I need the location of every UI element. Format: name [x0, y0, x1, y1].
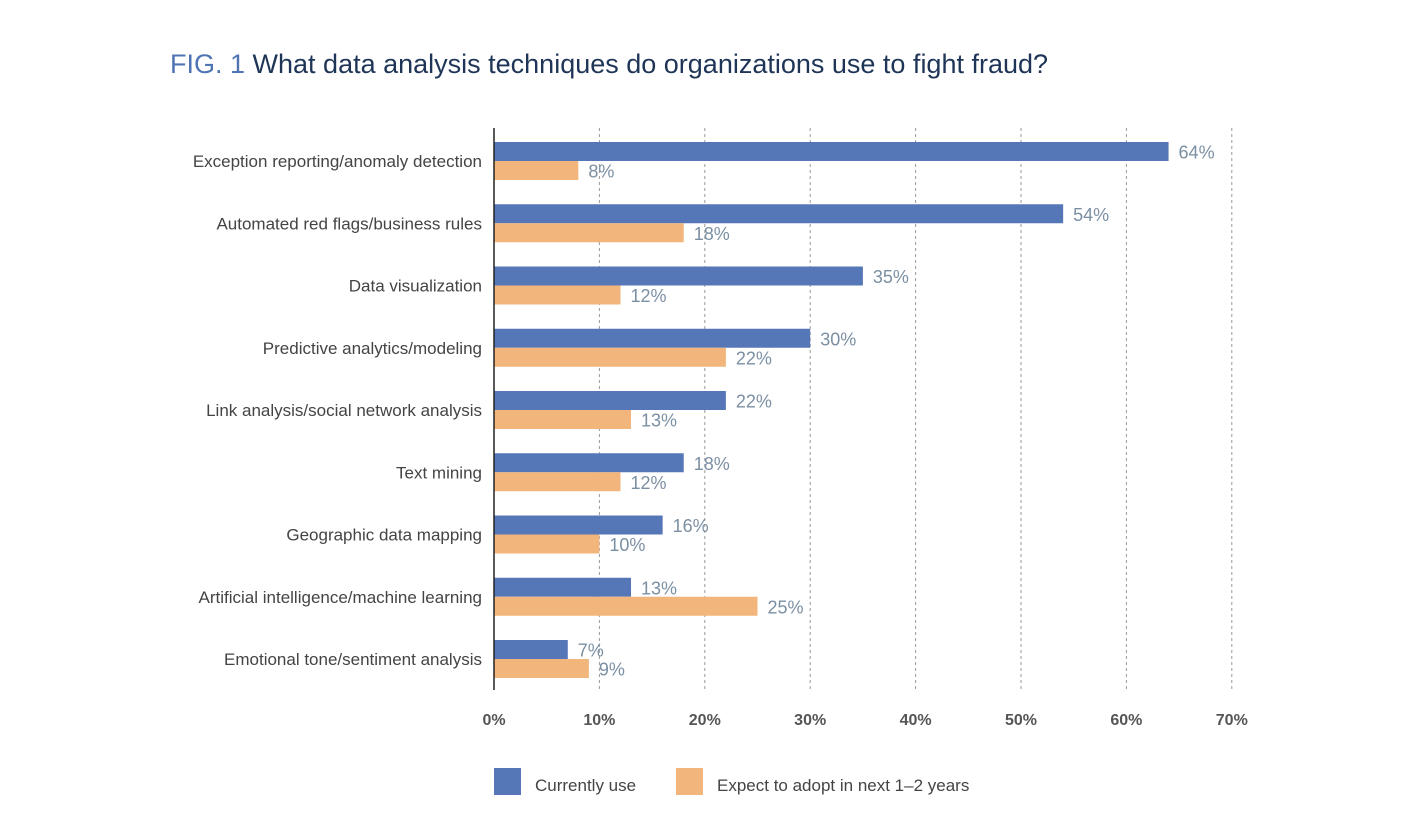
category-label-text-mining: Text mining: [396, 463, 482, 482]
category-label-automated-red-flags-business-rules: Automated red flags/business rules: [216, 214, 482, 233]
bar-expect-to-adopt-data-visualization: [494, 285, 621, 305]
legend-label-currently-use: Currently use: [535, 776, 637, 795]
bars: [494, 142, 1169, 678]
bar-expect-to-adopt-artificial-intelligence-machine-learning: [494, 596, 758, 616]
value-label-currently-use-artificial-intelligence-machine-learning: 13%: [641, 578, 677, 598]
bar-currently-use-predictive-analytics-modeling: [494, 328, 811, 348]
bar-currently-use-artificial-intelligence-machine-learning: [494, 577, 632, 597]
value-label-currently-use-link-analysis-social-network-analysis: 22%: [736, 392, 772, 412]
legend-swatch-expect-to-adopt: [676, 768, 703, 795]
value-label-currently-use-geographic-data-mapping: 16%: [673, 516, 709, 536]
x-axis-ticks: 0% 10% 20% 30% 40% 50% 60% 70%: [482, 712, 1247, 729]
x-tick-label-0: 0%: [482, 712, 505, 729]
x-tick-label-60: 60%: [1110, 712, 1142, 729]
bar-currently-use-automated-red-flags-business-rules: [494, 204, 1064, 224]
value-label-expect-to-adopt-link-analysis-social-network-analysis: 13%: [641, 411, 677, 431]
value-label-expect-to-adopt-exception-reporting-anomaly-detection: 8%: [588, 162, 614, 182]
value-label-expect-to-adopt-data-visualization: 12%: [630, 286, 666, 306]
bar-expect-to-adopt-predictive-analytics-modeling: [494, 347, 726, 367]
x-tick-label-30: 30%: [794, 712, 826, 729]
bar-expect-to-adopt-emotional-tone-sentiment-analysis: [494, 659, 589, 678]
figure-question: What data analysis techniques do organiz…: [252, 49, 1049, 79]
category-label-exception-reporting-anomaly-detection: Exception reporting/anomaly detection: [193, 152, 482, 171]
bar-currently-use-link-analysis-social-network-analysis: [494, 391, 726, 410]
bar-expect-to-adopt-automated-red-flags-business-rules: [494, 223, 684, 243]
value-label-currently-use-automated-red-flags-business-rules: 54%: [1073, 205, 1109, 225]
category-label-predictive-analytics-modeling: Predictive analytics/modeling: [263, 339, 482, 358]
value-label-expect-to-adopt-text-mining: 12%: [630, 473, 666, 493]
bar-chart: Exception reporting/anomaly detection Aut…: [193, 128, 1248, 729]
legend-label-expect-to-adopt: Expect to adopt in next 1–2 years: [717, 776, 970, 795]
figure-number: FIG. 1: [170, 49, 246, 79]
value-label-currently-use-text-mining: 18%: [694, 454, 730, 474]
value-label-expect-to-adopt-geographic-data-mapping: 10%: [609, 535, 645, 555]
bar-currently-use-data-visualization: [494, 266, 863, 286]
value-labels: 64% 8% 54% 18% 35% 12% 30% 22% 22% 13% 18% 12% 16% 10…: [578, 143, 1215, 680]
x-tick-label-50: 50%: [1005, 712, 1037, 729]
legend-swatch-currently-use: [494, 768, 521, 795]
bar-currently-use-geographic-data-mapping: [494, 515, 663, 535]
bar-expect-to-adopt-text-mining: [494, 472, 621, 492]
figure-title: FIG. 1 What data analysis techniques do …: [170, 44, 1048, 84]
category-label-geographic-data-mapping: Geographic data mapping: [286, 526, 482, 545]
value-label-currently-use-exception-reporting-anomaly-detection: 64%: [1179, 143, 1215, 163]
x-tick-label-10: 10%: [583, 712, 615, 729]
bar-currently-use-text-mining: [494, 453, 684, 473]
bar-expect-to-adopt-exception-reporting-anomaly-detection: [494, 161, 579, 180]
bar-expect-to-adopt-geographic-data-mapping: [494, 534, 600, 554]
x-tick-label-40: 40%: [900, 712, 932, 729]
value-label-currently-use-data-visualization: 35%: [873, 267, 909, 287]
value-label-expect-to-adopt-artificial-intelligence-machine-learning: 25%: [768, 597, 804, 617]
category-label-artificial-intelligence-machine-learning: Artificial intelligence/machine learning: [199, 588, 482, 607]
value-label-currently-use-emotional-tone-sentiment-analysis: 7%: [578, 641, 604, 661]
value-label-currently-use-predictive-analytics-modeling: 30%: [820, 329, 856, 349]
value-label-expect-to-adopt-automated-red-flags-business-rules: 18%: [694, 224, 730, 244]
x-tick-label-20: 20%: [689, 712, 721, 729]
category-label-link-analysis-social-network-analysis: Link analysis/social network analysis: [206, 401, 482, 420]
bar-expect-to-adopt-link-analysis-social-network-analysis: [494, 410, 632, 429]
category-labels: Exception reporting/anomaly detection Aut…: [193, 152, 482, 669]
bar-currently-use-emotional-tone-sentiment-analysis: [494, 640, 568, 659]
value-label-expect-to-adopt-emotional-tone-sentiment-analysis: 9%: [599, 660, 625, 680]
value-label-expect-to-adopt-predictive-analytics-modeling: 22%: [736, 348, 772, 368]
bar-currently-use-exception-reporting-anomaly-detection: [494, 142, 1169, 161]
x-tick-label-70: 70%: [1216, 712, 1248, 729]
category-label-emotional-tone-sentiment-analysis: Emotional tone/sentiment analysis: [224, 650, 482, 669]
category-label-data-visualization: Data visualization: [349, 277, 482, 296]
